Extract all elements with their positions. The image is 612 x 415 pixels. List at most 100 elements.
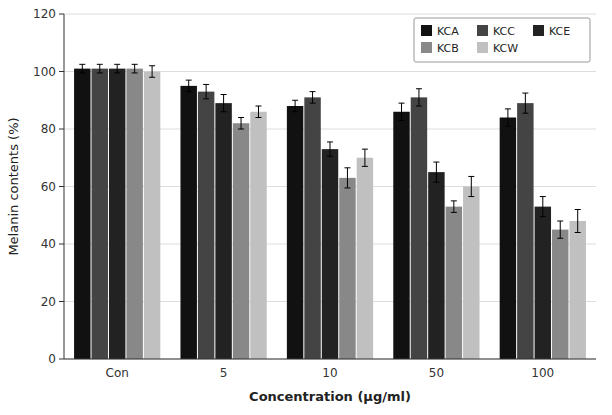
- legend-swatch: [477, 42, 488, 53]
- y-axis: [64, 14, 65, 359]
- error-line: [223, 95, 224, 112]
- error-bar: [433, 162, 439, 182]
- error-cap: [505, 108, 511, 109]
- legend-label: KCE: [549, 25, 570, 38]
- bar: [446, 207, 462, 359]
- chart: 020406080100120Con51050100Concentration …: [0, 0, 612, 415]
- error-cap: [451, 200, 457, 201]
- bars: [74, 64, 586, 359]
- y-tick-label: 20: [41, 295, 56, 309]
- legend-label: KCC: [493, 25, 515, 38]
- bar: [411, 97, 427, 359]
- error-cap: [362, 149, 368, 150]
- legend-swatch: [533, 25, 544, 36]
- x-tick-label: Con: [106, 366, 129, 380]
- error-cap: [344, 187, 350, 188]
- error-line: [471, 176, 472, 196]
- x-tick-label: 5: [220, 366, 228, 380]
- y-axis-label: Melanin contents (%): [6, 117, 21, 255]
- error-cap: [132, 64, 138, 65]
- error-bar: [97, 64, 103, 73]
- error-bar: [451, 201, 457, 213]
- error-cap: [149, 77, 155, 78]
- error-bar: [522, 93, 528, 113]
- bar: [304, 97, 320, 359]
- bar: [552, 230, 568, 359]
- error-cap: [221, 111, 227, 112]
- bar: [428, 172, 444, 359]
- bar: [180, 86, 196, 359]
- error-line: [241, 118, 242, 130]
- error-cap: [221, 94, 227, 95]
- bar: [109, 69, 125, 359]
- x-tick-label: 50: [429, 366, 444, 380]
- error-line: [295, 100, 296, 112]
- y-tick: [59, 129, 64, 130]
- grid-line: [64, 71, 596, 72]
- bar: [569, 221, 585, 359]
- error-cap: [505, 126, 511, 127]
- error-cap: [433, 162, 439, 163]
- x-axis: [64, 359, 596, 360]
- x-tick-label: 10: [322, 366, 337, 380]
- error-line: [577, 210, 578, 233]
- y-tick-label: 60: [41, 180, 56, 194]
- error-cap: [238, 117, 244, 118]
- error-bar: [292, 100, 298, 112]
- error-line: [453, 201, 454, 213]
- bar: [144, 72, 160, 360]
- y-tick: [59, 359, 64, 360]
- error-bar: [221, 95, 227, 112]
- legend-swatch: [421, 25, 432, 36]
- error-cap: [416, 88, 422, 89]
- error-bar: [416, 89, 422, 106]
- error-cap: [399, 120, 405, 121]
- error-bar: [255, 106, 261, 118]
- error-line: [312, 92, 313, 104]
- bar: [339, 178, 355, 359]
- error-cap: [433, 182, 439, 183]
- y-tick: [59, 71, 64, 72]
- error-line: [152, 66, 153, 78]
- legend-label: KCA: [437, 25, 459, 38]
- y-tick-label: 0: [48, 352, 56, 366]
- error-bar: [114, 64, 120, 73]
- error-bar: [238, 118, 244, 130]
- y-tick-label: 40: [41, 237, 56, 251]
- error-cap: [149, 65, 155, 66]
- error-cap: [186, 91, 192, 92]
- error-cap: [344, 167, 350, 168]
- error-bar: [203, 84, 209, 98]
- bar: [233, 123, 249, 359]
- bar: [463, 187, 479, 360]
- error-cap: [451, 212, 457, 213]
- bar: [393, 112, 409, 359]
- error-bar: [149, 66, 155, 78]
- error-cap: [292, 100, 298, 101]
- error-cap: [238, 129, 244, 130]
- bar: [357, 158, 373, 359]
- error-cap: [522, 113, 528, 114]
- error-line: [188, 80, 189, 92]
- error-cap: [310, 103, 316, 104]
- error-cap: [255, 106, 261, 107]
- bar: [287, 106, 303, 359]
- error-cap: [255, 117, 261, 118]
- error-bar: [362, 149, 368, 166]
- legend-swatch: [477, 25, 488, 36]
- error-line: [507, 109, 508, 126]
- error-line: [258, 106, 259, 118]
- error-cap: [416, 106, 422, 107]
- bar: [322, 149, 338, 359]
- y-tick: [59, 301, 64, 302]
- error-cap: [575, 209, 581, 210]
- error-cap: [327, 156, 333, 157]
- error-cap: [468, 196, 474, 197]
- error-line: [134, 64, 135, 73]
- bar: [517, 103, 533, 359]
- grid-line: [64, 129, 596, 130]
- bar: [74, 69, 90, 359]
- legend-label: KCB: [437, 42, 459, 55]
- grid-line: [64, 359, 596, 360]
- error-cap: [540, 216, 546, 217]
